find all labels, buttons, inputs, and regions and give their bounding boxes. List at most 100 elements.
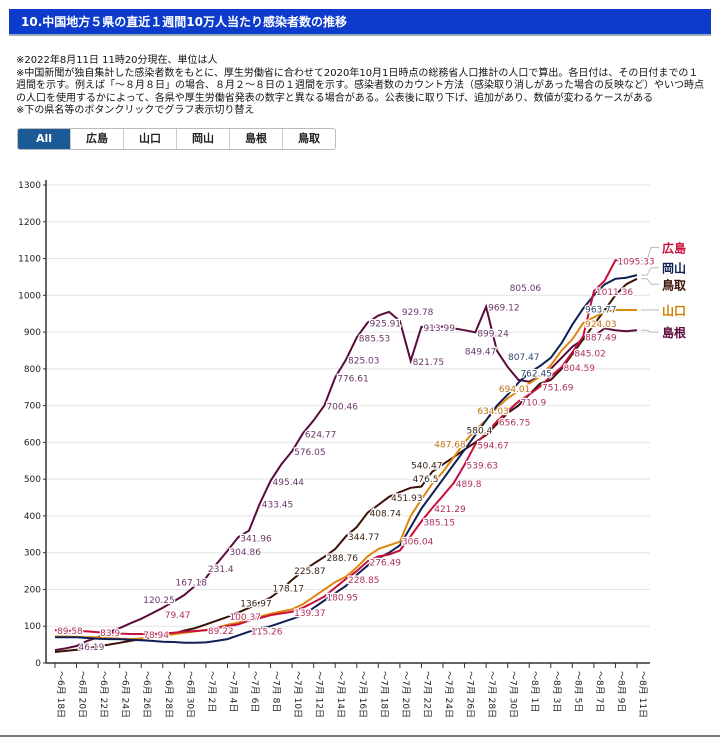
data-label: 487.68: [434, 441, 466, 451]
x-tick-label: ～7月 24日: [443, 671, 454, 718]
data-label: 656.75: [499, 419, 531, 429]
data-label: 899.24: [477, 329, 509, 339]
x-tick-label: ～6月 18日: [55, 671, 66, 718]
data-label: 495.44: [273, 478, 305, 488]
x-tick-label: ～8月 7日: [594, 671, 605, 712]
data-label: 849.47: [465, 348, 497, 358]
x-tick-label: ～7月 16日: [357, 671, 368, 718]
note-method: ※中国新聞が独自集計した感染者数をもとに、厚生労働省に合わせて2020年10月1…: [16, 67, 704, 104]
data-label: 385.15: [423, 518, 455, 528]
data-label: 539.63: [467, 462, 499, 472]
x-tick-label: ～7月 22日: [421, 671, 432, 718]
data-label: 304.86: [229, 548, 261, 558]
prefecture-switcher: All 広島 山口 岡山 島根 鳥取: [17, 127, 336, 150]
data-label: 225.87: [294, 567, 326, 577]
data-label: 408.74: [370, 510, 402, 520]
x-tick-label: ～7月 6日: [249, 671, 260, 712]
x-tick-label: ～7月 4日: [227, 671, 238, 712]
data-label: 776.61: [337, 374, 369, 384]
legend-leader: [641, 267, 659, 276]
data-label: 807.47: [508, 353, 540, 363]
data-label: 929.78: [402, 308, 434, 318]
data-label: 924.03: [585, 320, 617, 330]
button-all[interactable]: All: [18, 128, 71, 149]
y-tick-label: 400: [24, 512, 41, 522]
x-tick-label: ～7月 28日: [486, 671, 497, 718]
data-label: 78.94: [143, 631, 169, 641]
data-label: 46.19: [79, 643, 105, 653]
data-label: 634.03: [477, 407, 509, 417]
series-line-広島: [54, 259, 637, 635]
x-tick-label: ～7月 12日: [314, 671, 325, 718]
button-tottori[interactable]: 鳥取: [283, 128, 335, 149]
data-label: 804.59: [564, 364, 596, 374]
data-label: 139.37: [294, 609, 326, 619]
series-line-岡山: [55, 274, 638, 644]
data-label: 451.93: [391, 494, 423, 504]
button-yamaguchi[interactable]: 山口: [124, 128, 177, 149]
data-label: 167.18: [176, 579, 208, 589]
x-tick-label: ～7月 8日: [271, 671, 282, 712]
data-label: 421.29: [434, 505, 466, 515]
data-label: 476.5: [413, 475, 439, 485]
data-label: 969.12: [488, 304, 519, 314]
button-hiroshima[interactable]: 広島: [71, 128, 124, 149]
y-tick-label: 300: [24, 549, 41, 559]
x-tick-label: ～7月 14日: [335, 671, 346, 718]
data-label: 433.45: [262, 501, 294, 511]
x-tick-label: ～7月 10日: [292, 671, 303, 718]
note-buttons: ※下の県名等のボタンクリックでグラフ表示切り替え: [16, 105, 255, 116]
series-line-山口: [55, 309, 637, 641]
y-tick-label: 600: [24, 438, 41, 448]
legend-leader: [641, 329, 659, 333]
data-label: 913.99: [423, 324, 455, 334]
y-tick-label: 0: [35, 659, 41, 669]
data-label: 341.96: [240, 534, 272, 544]
data-label: 925.91: [370, 320, 402, 330]
x-tick-label: ～8月 11日: [637, 671, 648, 718]
data-label: 845.02: [574, 349, 606, 359]
y-tick-label: 700: [24, 402, 41, 412]
data-label: 180.95: [326, 593, 358, 603]
button-shimane[interactable]: 島根: [230, 128, 283, 149]
data-label: 89.58: [57, 627, 83, 637]
panel-top: 10.中国地方５県の直近１週間10万人当たり感染者数の推移 ※2022年8月11…: [0, 0, 720, 150]
button-okayama[interactable]: 岡山: [177, 128, 230, 149]
data-label: 79.47: [165, 611, 191, 621]
data-label: 89.22: [208, 627, 234, 637]
data-label: 576.05: [294, 448, 326, 458]
x-tick-label: ～6月 24日: [120, 671, 131, 718]
data-label: 580.4: [467, 427, 493, 437]
x-tick-label: ～7月 2日: [206, 671, 217, 712]
data-label: 1011.36: [596, 288, 633, 298]
data-label: 115.26: [251, 628, 283, 638]
legend-label-山口: 山口: [662, 303, 686, 318]
x-tick-label: ～8月 9日: [615, 671, 626, 712]
note-timestamp: ※2022年8月11日 11時20分現在、単位は人: [16, 55, 218, 66]
legend-label-鳥取: 鳥取: [662, 277, 686, 292]
data-label: 963.77: [585, 306, 617, 316]
data-label: 120.25: [143, 596, 175, 606]
y-tick-label: 800: [24, 365, 41, 375]
x-tick-label: ～7月 20日: [400, 671, 411, 718]
legend-leader: [641, 247, 659, 261]
x-tick-label: ～7月 26日: [465, 671, 476, 718]
notes: ※2022年8月11日 11時20分現在、単位は人 ※中国新聞が独自集計した感染…: [16, 55, 706, 118]
x-tick-label: ～8月 5日: [572, 671, 583, 712]
legend-label-岡山: 岡山: [662, 261, 686, 276]
data-label: 594.67: [477, 441, 509, 451]
data-label: 710.9: [520, 399, 546, 409]
data-label: 344.77: [348, 533, 380, 543]
data-label: 887.49: [585, 334, 617, 344]
data-label: 821.75: [413, 358, 445, 368]
x-tick-label: ～6月 22日: [98, 671, 109, 718]
x-tick-label: ～6月 26日: [141, 671, 152, 718]
data-label: 100.37: [229, 613, 261, 623]
y-tick-label: 1000: [18, 291, 41, 301]
x-tick-label: ～8月 3日: [551, 671, 562, 712]
x-tick-label: ～7月 30日: [508, 671, 519, 718]
line-chart: 0 100 200 300 400 500 600 700 800 900 1000 1100 1200…: [18, 180, 686, 718]
data-label: 276.49: [370, 558, 402, 568]
data-label: 288.76: [326, 554, 358, 564]
